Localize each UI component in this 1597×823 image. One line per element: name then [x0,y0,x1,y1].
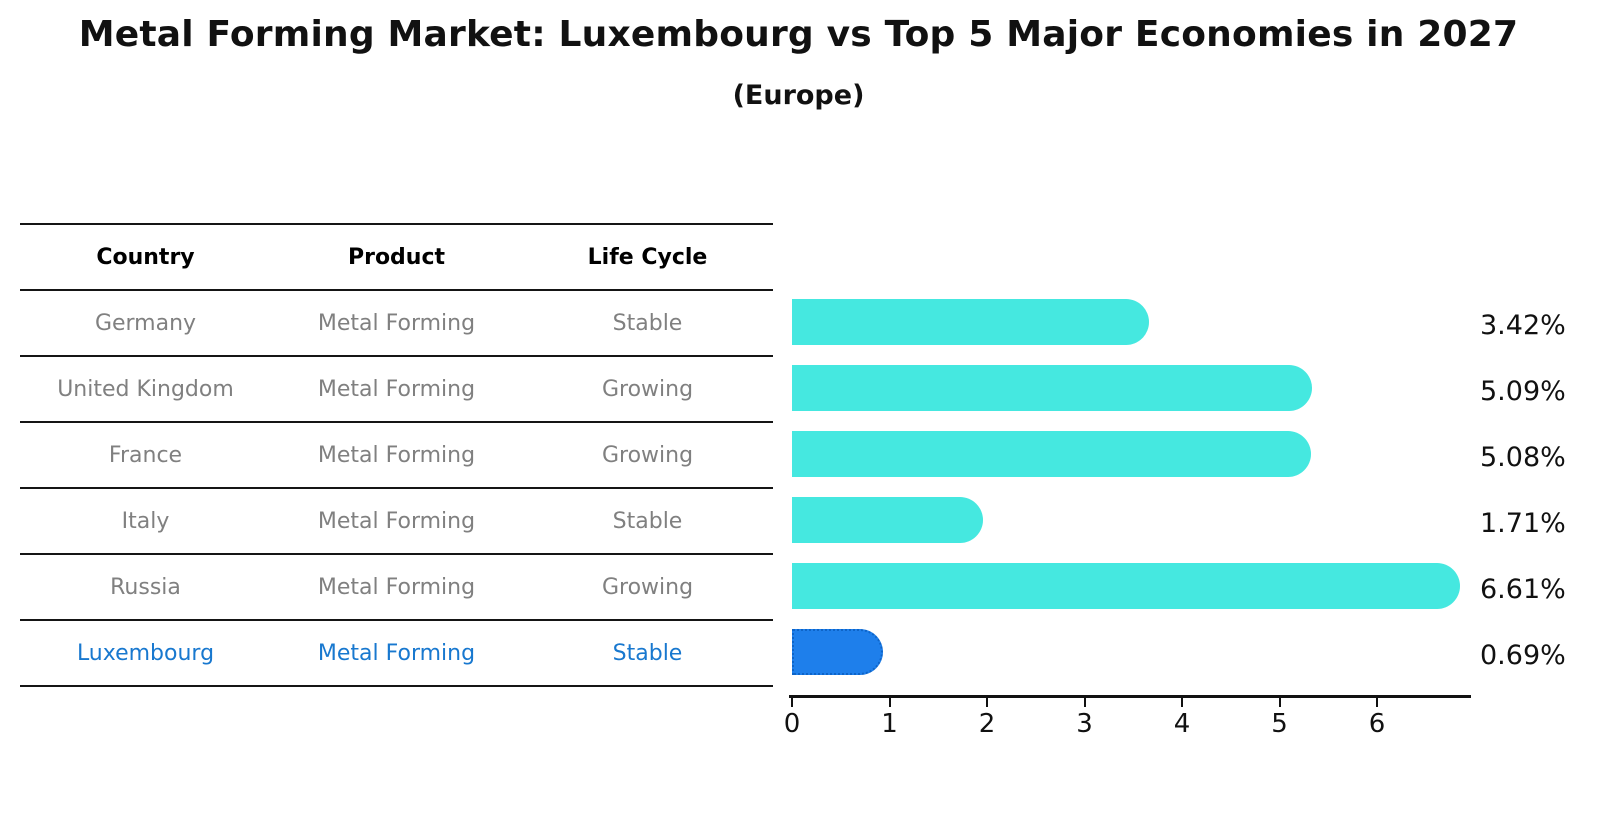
table-row-luxembourg: Luxembourg Metal Forming Stable [20,621,773,687]
value-label-luxembourg: 0.69% [1480,639,1566,671]
value-label-russia: 6.61% [1480,573,1566,605]
x-tick-label: 4 [1173,709,1191,739]
x-tick-label: 5 [1271,709,1288,739]
life-cycle-cell: Growing [601,574,694,600]
table-row-italy: Italy Metal Forming Stable [20,489,773,555]
country-cell: Luxembourg [76,640,215,666]
x-tick [1083,698,1086,707]
column-header-product: Product [347,244,446,270]
table-row-germany: Germany Metal Forming Stable [20,291,773,357]
life-cycle-cell: Growing [601,376,694,402]
x-axis-line [789,695,1471,698]
value-label-italy: 1.71% [1480,507,1566,539]
country-cell: Italy [121,508,170,534]
page-subtitle: (Europe) [732,80,865,111]
bar-united-kingdom [792,365,1313,411]
life-cycle-cell: Growing [601,442,694,468]
bar-france [792,431,1312,477]
x-tick-label: 3 [1076,709,1093,739]
life-cycle-cell: Stable [612,640,683,666]
page-title: Metal Forming Market: Luxembourg vs Top … [78,14,1519,55]
x-tick-label: 2 [978,709,996,739]
bar-russia [792,563,1461,609]
value-label-france: 5.08% [1480,441,1566,473]
table-header-row: Country Product Life Cycle [20,225,773,291]
x-tick-label: 1 [881,709,898,739]
x-tick-label: 0 [783,709,801,739]
x-tick [888,698,891,707]
country-cell: France [108,442,183,468]
value-label-germany: 3.42% [1480,309,1566,341]
product-cell: Metal Forming [317,376,476,402]
column-header-country: Country [96,244,195,270]
table-row-russia: Russia Metal Forming Growing [20,555,773,621]
country-cell: United Kingdom [57,376,234,402]
product-cell: Metal Forming [317,442,476,468]
table-row-united-kingdom: United Kingdom Metal Forming Growing [20,357,773,423]
x-tick [1278,698,1281,707]
product-cell: Metal Forming [317,508,476,534]
life-cycle-cell: Stable [612,310,683,336]
x-tick [986,698,988,707]
x-tick [791,698,793,707]
x-tick-label: 6 [1368,709,1386,739]
bar-italy [792,497,983,543]
life-cycle-cell: Stable [612,508,683,534]
bar-germany [792,299,1150,345]
column-header-life-cycle: Life Cycle [587,244,708,270]
product-cell: Metal Forming [317,310,476,336]
value-label-united-kingdom: 5.09% [1480,375,1566,407]
bar-luxembourg [792,629,884,675]
product-cell: Metal Forming [317,640,476,666]
product-cell: Metal Forming [317,574,476,600]
country-cell: Germany [94,310,197,336]
x-tick [1181,698,1183,707]
x-tick [1376,698,1378,707]
table-row-france: France Metal Forming Growing [20,423,773,489]
country-info-table: Country Product Life Cycle Germany Metal… [20,223,773,687]
country-cell: Russia [110,574,181,600]
